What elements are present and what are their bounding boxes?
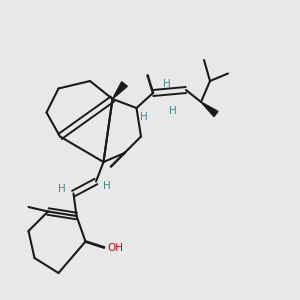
- Text: H: H: [103, 181, 110, 191]
- Text: H: H: [58, 184, 65, 194]
- Polygon shape: [201, 102, 218, 117]
- Text: H: H: [169, 106, 176, 116]
- Polygon shape: [112, 82, 127, 99]
- Text: OH: OH: [107, 243, 123, 253]
- Text: H: H: [163, 79, 170, 89]
- Text: H: H: [140, 112, 148, 122]
